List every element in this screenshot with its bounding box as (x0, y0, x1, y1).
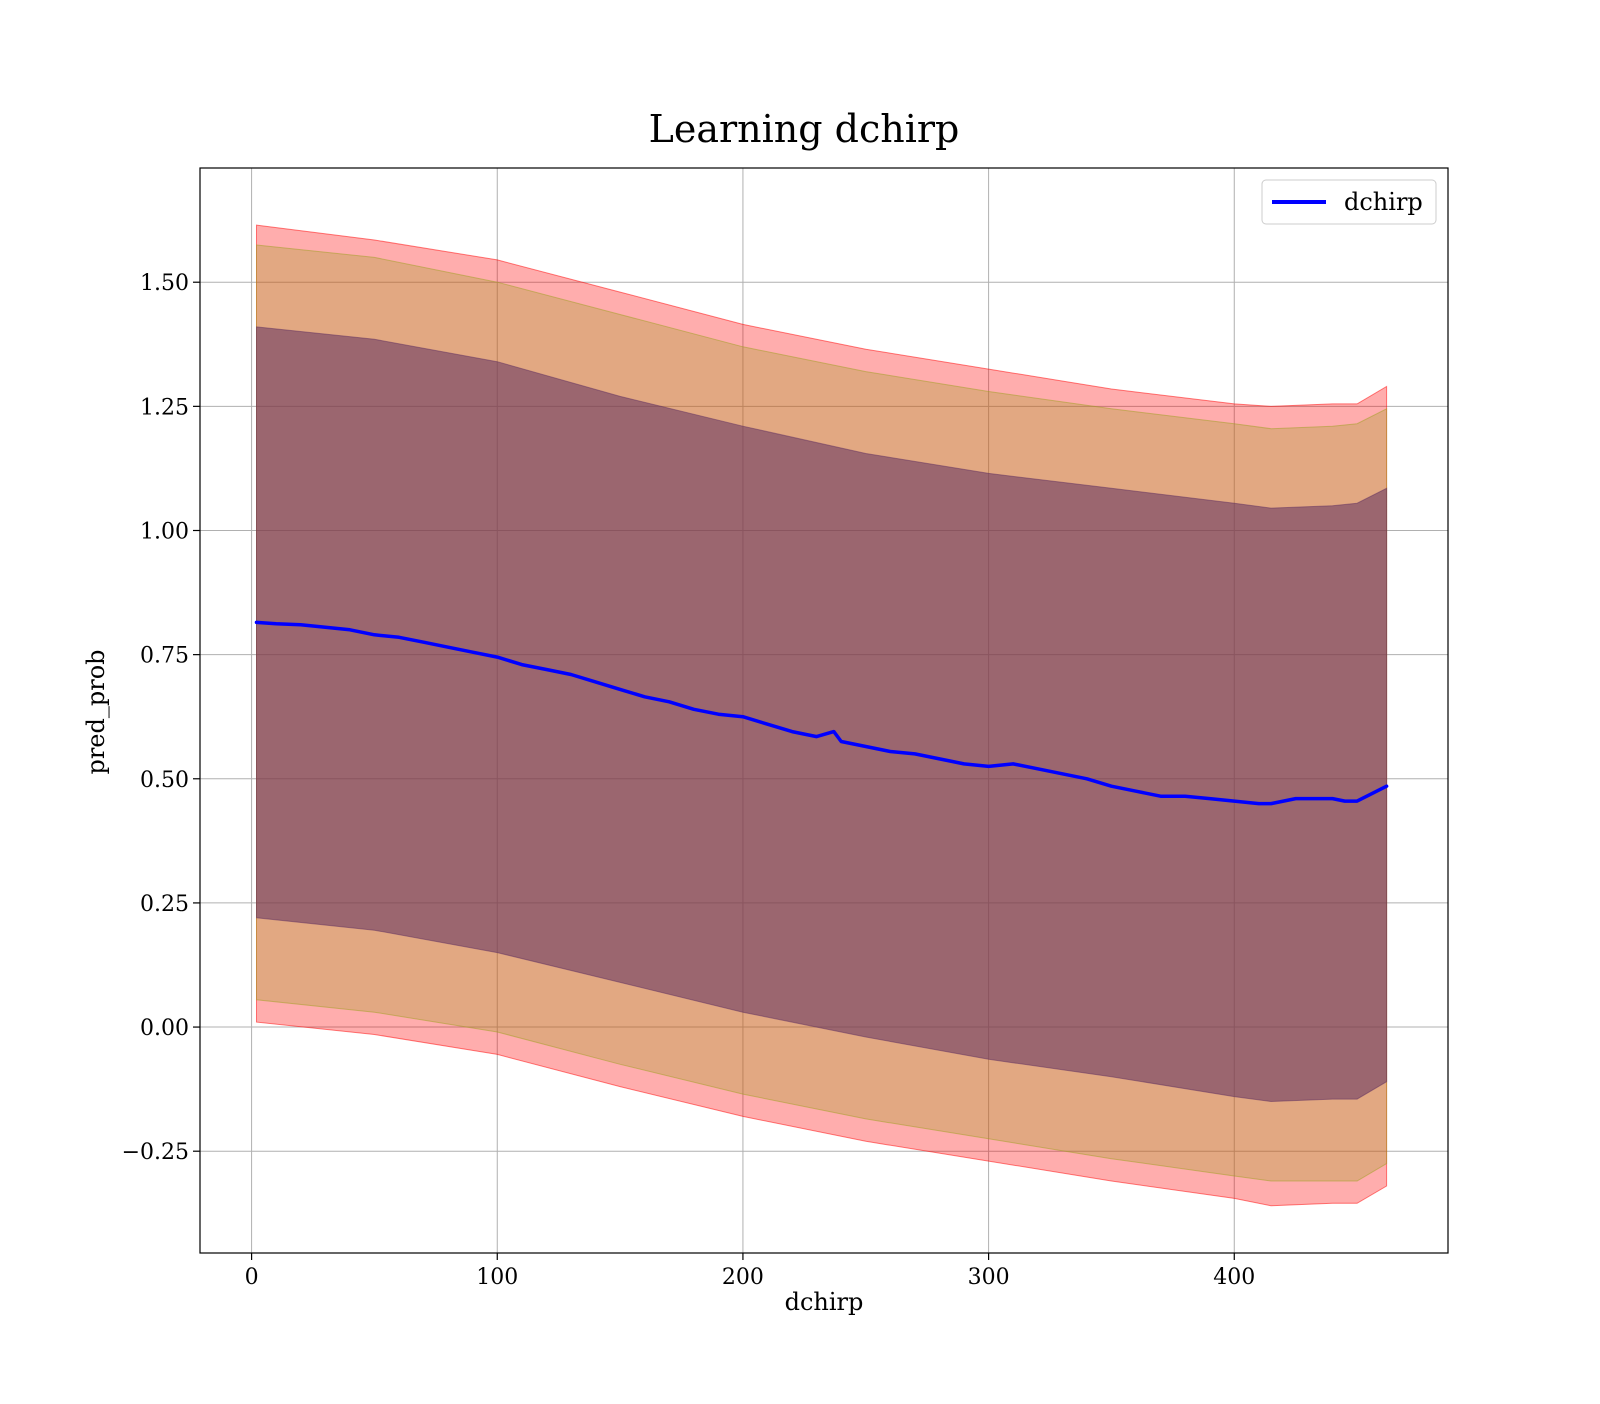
x-tick-label: 100 (476, 1265, 518, 1290)
legend-label-dchirp: dchirp (1344, 188, 1423, 216)
y-tick-label: 1.00 (140, 519, 189, 544)
y-tick-label: −0.25 (122, 1140, 189, 1165)
x-tick-label: 400 (1213, 1265, 1255, 1290)
y-tick-label: 0.50 (140, 768, 189, 793)
y-axis-label: pred_prob (82, 649, 110, 774)
legend-box (1261, 179, 1437, 225)
y-tick-label: 0.00 (140, 1016, 189, 1041)
confidence-bands (256, 224, 1388, 1207)
series-lines (254, 620, 1389, 806)
y-tick-label: 0.25 (140, 892, 189, 917)
x-tick-label: 200 (722, 1265, 764, 1290)
legend: dchirp (1261, 179, 1437, 225)
confidence-band-inner (256, 326, 1388, 1103)
chart-title: Learning dchirp (649, 107, 960, 151)
y-tick-label: 1.50 (140, 271, 189, 296)
x-tick-label: 0 (245, 1265, 259, 1290)
x-tick-label: 300 (968, 1265, 1010, 1290)
ticks: 0 100 200 300 400 −0.25 0.00 0.25 0.50 0.75 1.00 1.… (122, 271, 1256, 1290)
series-line-dchirp (254, 620, 1389, 806)
y-tick-label: 1.25 (140, 395, 189, 420)
plot-frame (199, 167, 1449, 1254)
x-axis-label: dchirp (785, 1288, 864, 1316)
y-tick-label: 0.75 (140, 644, 189, 669)
